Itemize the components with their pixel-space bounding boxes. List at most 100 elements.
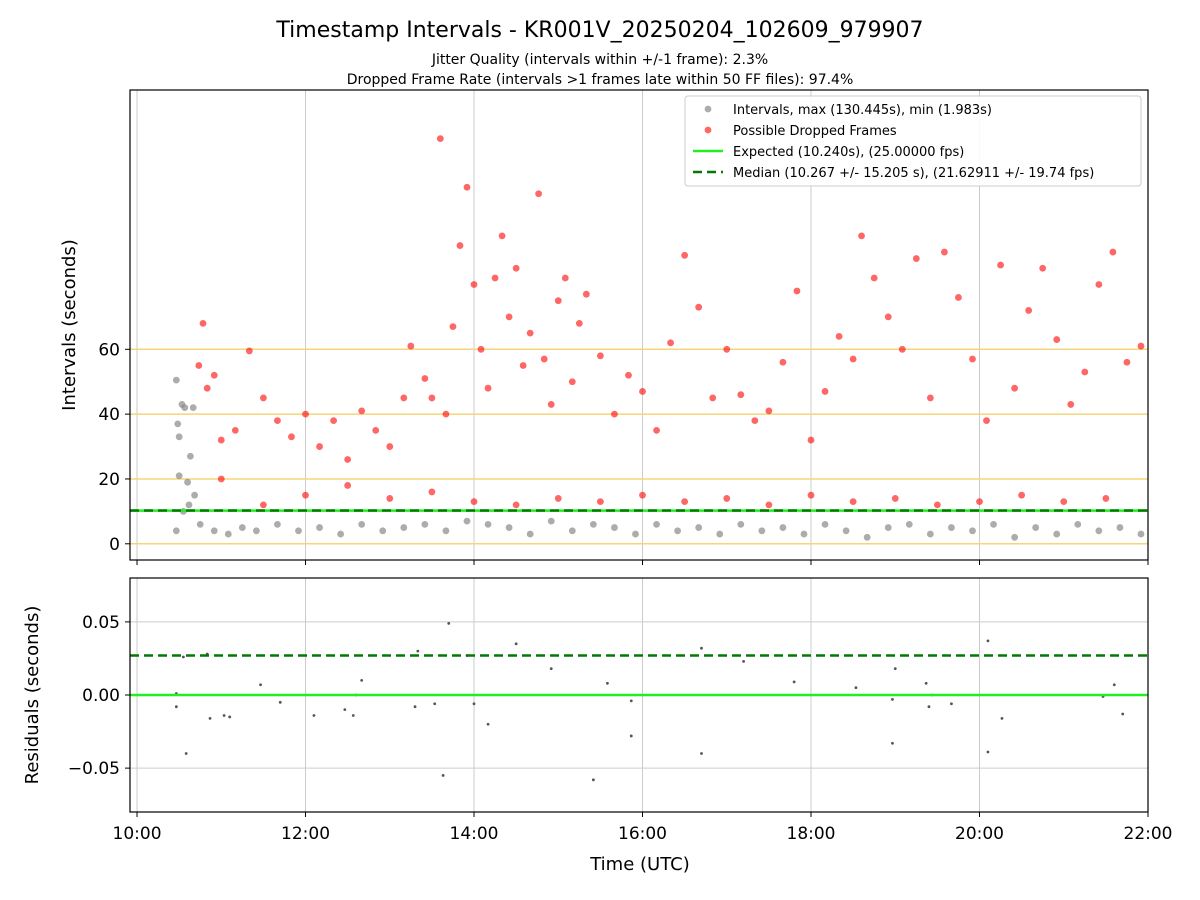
dropped-frame-point xyxy=(547,401,555,408)
dropped-frame-point xyxy=(723,495,731,502)
dropped-frame-point xyxy=(436,135,444,143)
residual-point xyxy=(278,700,282,704)
dropped-frame-point xyxy=(540,355,548,363)
interval-point xyxy=(252,527,260,535)
dropped-frame-point xyxy=(344,456,352,463)
dropped-frame-point xyxy=(217,475,225,483)
y-tick-label: −0.05 xyxy=(68,759,120,779)
residual-point xyxy=(1112,683,1116,687)
residual-point xyxy=(700,646,703,650)
interval-point xyxy=(716,530,724,538)
dropped-frame-point xyxy=(203,384,211,392)
dropped-frame-point xyxy=(681,251,689,259)
dropped-frame-point xyxy=(723,345,731,353)
dropped-frame-point xyxy=(884,313,892,321)
dropped-frame-point xyxy=(442,410,450,418)
intervals-plot-frame xyxy=(129,89,1149,561)
dropped-frame-point xyxy=(288,433,295,441)
interval-point xyxy=(400,524,408,531)
interval-point xyxy=(969,527,976,535)
dropped-frame-point xyxy=(498,232,506,240)
dropped-frame-point xyxy=(870,274,878,282)
dropped-frame-point xyxy=(535,190,543,198)
residual-point xyxy=(343,708,347,712)
interval-point xyxy=(653,520,660,528)
dropped-frame-point xyxy=(997,261,1004,269)
residual-point xyxy=(228,715,232,719)
dropped-frame-point xyxy=(491,274,499,282)
interval-point xyxy=(948,524,955,531)
dropped-frame-point xyxy=(330,417,337,425)
dropped-frame-point xyxy=(231,426,239,434)
residuals-y-axis-label: Residuals (seconds) xyxy=(22,606,43,785)
interval-point xyxy=(238,524,246,531)
residuals-panel: 10:00 12:00 14:00 16:00 18:00 20:00 22:00 −0.05… xyxy=(68,577,1173,844)
dropped-frame-point xyxy=(639,491,646,499)
dropped-frame-point xyxy=(456,242,464,249)
legend-entry: Possible Dropped Frames xyxy=(733,124,897,139)
legend-entry: Median (10.267 +/- 15.205 s), (21.62911 … xyxy=(733,166,1094,181)
dropped-frame-point xyxy=(575,319,583,327)
residual-point xyxy=(924,681,928,685)
residual-point xyxy=(222,714,226,717)
x-tick-label: 18:00 xyxy=(787,824,836,844)
dropped-frame-point xyxy=(1067,401,1075,408)
residual-point xyxy=(792,680,796,684)
residual-point xyxy=(312,714,316,717)
dropped-frame-point xyxy=(912,255,920,262)
dropped-frame-point xyxy=(933,501,941,509)
y-tick-label: 40 xyxy=(98,405,120,425)
interval-point xyxy=(526,530,534,538)
residual-point xyxy=(549,667,553,671)
interval-point xyxy=(316,524,323,531)
dropped-frame-point xyxy=(554,495,562,502)
interval-point xyxy=(505,524,513,531)
dropped-frame-point xyxy=(302,410,309,418)
interval-point xyxy=(463,517,471,525)
residual-point xyxy=(986,639,990,643)
interval-point xyxy=(379,527,387,535)
dropped-frame-point xyxy=(463,183,471,191)
dropped-frame-point xyxy=(807,436,815,444)
interval-point xyxy=(185,501,193,509)
interval-point xyxy=(800,530,808,538)
dropped-frame-point xyxy=(358,407,366,415)
residual-point xyxy=(433,702,437,706)
dropped-frame-point xyxy=(1060,498,1068,506)
intervals-y-axis-label: Intervals (seconds) xyxy=(59,239,80,411)
residual-point xyxy=(413,705,417,709)
residual-point xyxy=(1121,712,1125,716)
interval-point xyxy=(737,520,745,528)
dropped-frame-point xyxy=(274,417,281,425)
residual-point xyxy=(927,705,931,709)
dropped-frame-point xyxy=(737,391,745,399)
legend: Intervals, max (130.445s), min (1.983s) P… xyxy=(684,95,1142,187)
interval-point xyxy=(821,520,829,528)
residual-point xyxy=(181,655,185,659)
residual-point xyxy=(514,642,518,646)
interval-point xyxy=(1032,524,1040,531)
dropped-frame-point xyxy=(526,329,534,337)
dropped-frame-point xyxy=(639,388,646,395)
dropped-frame-point xyxy=(858,232,865,240)
dropped-frame-point xyxy=(561,274,569,282)
interval-point xyxy=(358,520,366,528)
dropped-frame-point xyxy=(1137,342,1145,350)
interval-point xyxy=(196,520,204,528)
dropped-frame-point xyxy=(969,355,976,363)
dropped-frame-point xyxy=(428,488,436,496)
interval-point xyxy=(674,527,682,535)
interval-point xyxy=(186,452,194,460)
interval-point xyxy=(1074,520,1082,528)
residual-point xyxy=(447,621,451,625)
dropped-frame-point xyxy=(302,491,309,499)
time-x-axis-label: Time (UTC) xyxy=(589,854,690,875)
interval-point xyxy=(295,527,302,535)
legend-dropped-marker xyxy=(704,126,712,134)
dropped-frame-point xyxy=(849,498,857,506)
x-tick-label: 20:00 xyxy=(955,824,1004,844)
interval-point xyxy=(172,376,180,384)
dropped-frame-point xyxy=(1081,368,1089,376)
interval-point xyxy=(1011,533,1019,541)
x-tick-label: 16:00 xyxy=(618,824,667,844)
